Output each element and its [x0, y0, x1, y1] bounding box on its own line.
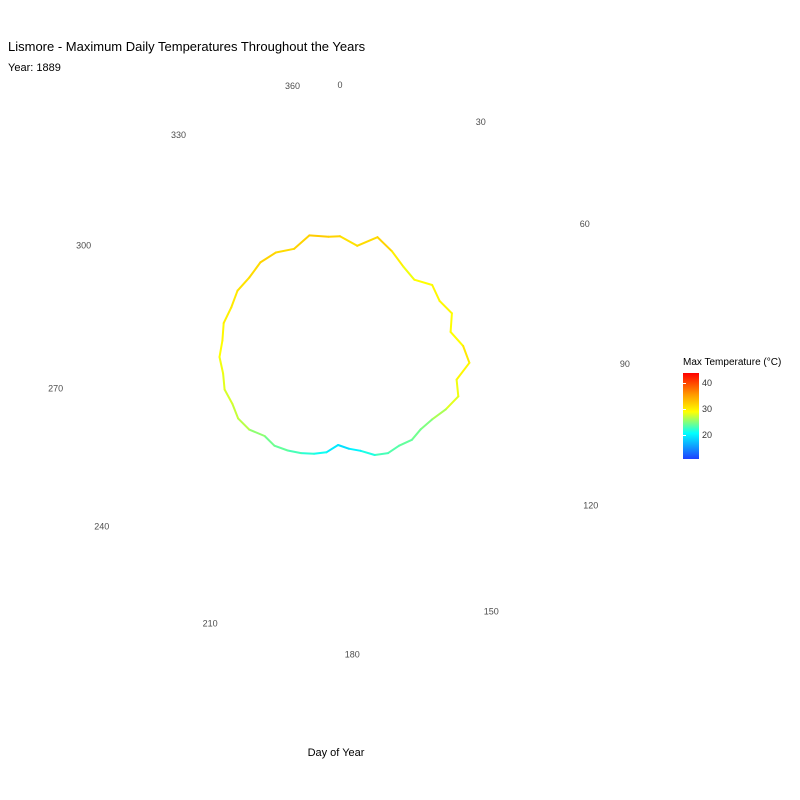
line-segment: [402, 265, 416, 281]
line-segment: [359, 449, 376, 456]
line-segment: [438, 299, 453, 315]
line-segment: [455, 378, 460, 398]
line-segment: [286, 449, 302, 455]
line-segment: [339, 235, 359, 247]
line-segment: [444, 395, 460, 411]
legend-tick-20: 20: [682, 430, 713, 440]
theta-tick-labels: 0 30 60 90 120 150 180 210 240 270 300 330 360: [48, 80, 630, 660]
line-segment: [237, 417, 251, 431]
line-segment: [222, 372, 226, 391]
line-segment: [373, 452, 390, 456]
line-segment: [462, 344, 471, 364]
line-segment: [327, 235, 341, 238]
theta-tick-330: 330: [171, 130, 186, 140]
line-segment: [308, 234, 330, 238]
line-segment: [221, 322, 225, 342]
line-segment: [410, 428, 422, 441]
legend-colorbar: [683, 373, 699, 459]
line-segment: [293, 234, 311, 250]
x-axis-label: Day of Year: [307, 747, 365, 759]
legend-tick-40: 40: [682, 378, 713, 388]
theta-tick-240: 240: [94, 521, 109, 531]
line-segment: [449, 312, 453, 333]
legend-tick-30: 30: [682, 404, 713, 414]
line-segment: [455, 361, 471, 381]
chart-subtitle: Year: 1889: [8, 62, 61, 74]
theta-tick-300: 300: [76, 241, 91, 251]
line-segment: [398, 438, 413, 447]
line-segment: [347, 447, 362, 452]
theta-tick-210: 210: [203, 619, 218, 629]
theta-tick-30: 30: [476, 117, 486, 127]
line-segment: [222, 306, 233, 325]
line-segment: [218, 339, 224, 358]
line-segment: [356, 236, 379, 247]
line-segment: [236, 276, 251, 292]
line-segment: [391, 250, 405, 268]
line-segment: [325, 444, 340, 454]
legend-title: Max Temperature (°C): [683, 357, 782, 368]
line-segment: [376, 236, 393, 253]
line-segment: [313, 451, 328, 455]
temperature-line: [218, 234, 471, 456]
theta-tick-180: 180: [345, 650, 360, 660]
line-segment: [223, 388, 234, 405]
line-segment: [300, 452, 315, 455]
line-segment: [274, 247, 296, 254]
line-segment: [248, 261, 262, 279]
line-segment: [259, 251, 277, 264]
theta-tick-150: 150: [484, 607, 499, 617]
theta-tick-90: 90: [620, 359, 630, 369]
theta-tick-120: 120: [583, 500, 598, 510]
line-segment: [230, 289, 239, 309]
line-segment: [337, 444, 350, 450]
chart-title: Lismore - Maximum Daily Temperatures Thr…: [8, 39, 366, 54]
line-segment: [231, 402, 240, 420]
line-segment: [430, 408, 447, 421]
polar-chart: 0 30 60 90 120 150 180 210 240 270 300 330 360: [48, 80, 630, 660]
theta-tick-360: 360: [285, 81, 300, 91]
line-segment: [248, 428, 266, 437]
line-segment: [387, 444, 401, 455]
line-segment: [431, 284, 441, 302]
color-legend: Max Temperature (°C) 40 30 20: [682, 357, 795, 467]
line-segment: [419, 418, 433, 431]
line-segment: [413, 278, 434, 286]
theta-tick-60: 60: [580, 219, 590, 229]
theta-tick-0: 0: [337, 80, 342, 90]
line-segment: [263, 435, 276, 447]
line-segment: [449, 330, 465, 347]
line-segment: [218, 356, 225, 375]
theta-tick-270: 270: [48, 383, 63, 393]
line-segment: [273, 444, 289, 452]
